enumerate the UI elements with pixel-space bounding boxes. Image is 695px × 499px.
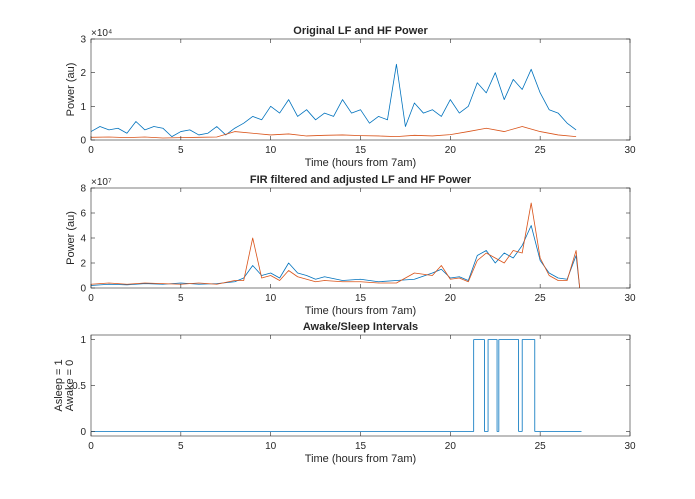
y-axis-label-asleep: Asleep = 1 [53, 359, 65, 411]
series-line-1 [91, 63, 577, 138]
x-axis-label: Time (hours from 7am) [305, 305, 416, 317]
plot-area [91, 188, 630, 288]
x-tick-label: 15 [355, 293, 367, 304]
y-tick-label: 1 [80, 102, 86, 113]
x-tick-label: 30 [624, 145, 636, 156]
x-tick-label: 25 [535, 293, 547, 304]
y-tick-label: 3 [80, 35, 86, 46]
plot-area [91, 335, 630, 436]
x-tick-label: 20 [445, 441, 457, 452]
series-group [91, 202, 581, 288]
y-tick-label: 0 [80, 136, 86, 147]
y-tick-label: 2 [80, 259, 86, 270]
y-exponent-label: ×10⁴ [91, 28, 112, 39]
x-tick-label: 10 [265, 441, 277, 452]
x-axis-label: Time (hours from 7am) [305, 157, 416, 169]
y-tick-label: 1 [80, 335, 86, 346]
x-tick-label: 20 [445, 293, 457, 304]
x-tick-label: 5 [178, 293, 184, 304]
y-tick-label: 0 [80, 284, 86, 295]
x-tick-label: 5 [178, 441, 184, 452]
series-group [91, 63, 577, 139]
y-tick-label: 4 [80, 234, 86, 245]
series-group [91, 339, 582, 432]
y-exponent-label: ×10⁷ [91, 177, 112, 188]
x-tick-label: 30 [624, 441, 636, 452]
chart-panel-3: 0 5 10 15 20 25 30 0 0.5 1 Awake/Sleep Intervals Ti… [53, 321, 636, 465]
plot-area [91, 39, 630, 140]
y-tick-label: 8 [80, 184, 86, 195]
y-tick-label: 0 [80, 427, 86, 438]
y-axis-label: Power (au) [65, 63, 77, 117]
x-tick-label: 15 [355, 145, 367, 156]
y-axis-label: Power (au) [65, 211, 77, 265]
x-tick-label: 0 [88, 293, 94, 304]
series-line-1 [91, 339, 582, 432]
chart-title: Awake/Sleep Intervals [303, 321, 418, 333]
chart-panel-1: 0 5 10 15 20 25 30 0 1 2 3 ×10⁴ Original LF and HF P… [65, 25, 636, 169]
y-tick-label: 2 [80, 68, 86, 79]
x-tick-label: 15 [355, 441, 367, 452]
x-tick-label: 20 [445, 145, 457, 156]
y-tick-label: 6 [80, 209, 86, 220]
chart-panel-2: 0 5 10 15 20 25 30 0 2 4 6 8 ×10⁷ FIR filtered and ad… [65, 174, 636, 317]
x-tick-label: 25 [535, 441, 547, 452]
x-tick-label: 10 [265, 293, 277, 304]
y-tick-label: 0.5 [72, 381, 86, 392]
x-tick-label: 10 [265, 145, 277, 156]
x-tick-label: 30 [624, 293, 636, 304]
x-tick-label: 0 [88, 441, 94, 452]
series-line-2 [91, 126, 577, 139]
x-axis-label: Time (hours from 7am) [305, 453, 416, 465]
chart-title: Original LF and HF Power [293, 25, 428, 37]
series-line-2 [91, 202, 581, 288]
y-axis-label-awake: Awake = 0 [64, 360, 76, 411]
x-tick-label: 5 [178, 145, 184, 156]
x-tick-label: 25 [535, 145, 547, 156]
chart-title: FIR filtered and adjusted LF and HF Powe… [250, 174, 472, 186]
x-tick-label: 0 [88, 145, 94, 156]
